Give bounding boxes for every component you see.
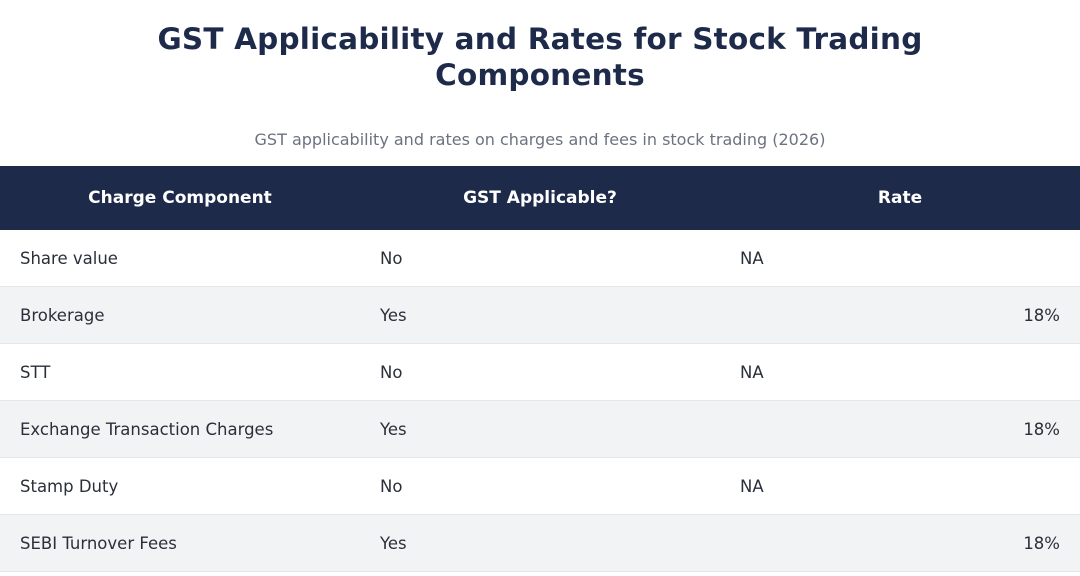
table-row: Share value No NA	[0, 230, 1080, 287]
cell-rate: NA	[720, 230, 1080, 287]
cell-component: Stamp Duty	[0, 457, 360, 515]
header-charge-component: Charge Component	[0, 166, 360, 230]
cell-applicable: No	[360, 343, 720, 401]
gst-table: Charge Component GST Applicable? Rate Sh…	[0, 166, 1080, 572]
cell-applicable: Yes	[360, 400, 720, 458]
cell-applicable: Yes	[360, 514, 720, 572]
title-container: GST Applicability and Rates for Stock Tr…	[130, 0, 950, 93]
cell-component: Exchange Transaction Charges	[0, 400, 360, 458]
page-subtitle: GST applicability and rates on charges a…	[254, 130, 826, 149]
cell-rate: NA	[720, 343, 1080, 401]
cell-applicable: No	[360, 230, 720, 287]
table-row: Exchange Transaction Charges Yes 18%	[0, 400, 1080, 458]
table-row: Brokerage Yes 18%	[0, 286, 1080, 344]
cell-component: Brokerage	[0, 286, 360, 344]
table-header: Charge Component GST Applicable? Rate	[0, 166, 1080, 230]
table-body: Share value No NA Brokerage Yes 18% STT …	[0, 230, 1080, 572]
cell-applicable: Yes	[360, 286, 720, 344]
cell-rate: 18%	[720, 514, 1080, 572]
page-title: GST Applicability and Rates for Stock Tr…	[157, 22, 923, 92]
cell-rate: 18%	[720, 286, 1080, 344]
cell-component: SEBI Turnover Fees	[0, 514, 360, 572]
table-row: Stamp Duty No NA	[0, 457, 1080, 515]
header-gst-applicable: GST Applicable?	[360, 166, 720, 230]
header-rate: Rate	[720, 166, 1080, 230]
cell-component: STT	[0, 343, 360, 401]
table-row: SEBI Turnover Fees Yes 18%	[0, 514, 1080, 572]
cell-rate: NA	[720, 457, 1080, 515]
cell-rate: 18%	[720, 400, 1080, 458]
cell-component: Share value	[0, 230, 360, 287]
cell-applicable: No	[360, 457, 720, 515]
table-row: STT No NA	[0, 343, 1080, 401]
table-header-row: Charge Component GST Applicable? Rate	[0, 166, 1080, 230]
